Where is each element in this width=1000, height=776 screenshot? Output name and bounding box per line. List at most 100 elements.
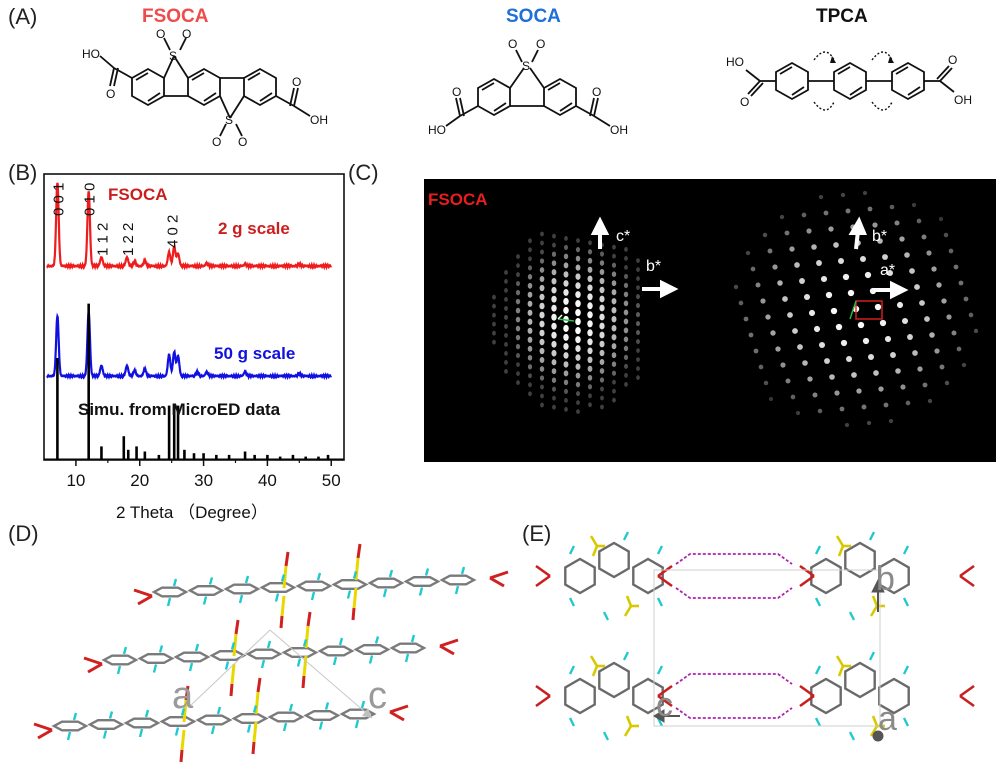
- diffraction-spot: [973, 328, 979, 334]
- diffraction-spot: [896, 301, 904, 309]
- hydrogen-bond-stub: [152, 664, 158, 673]
- atom-o: O: [948, 53, 957, 67]
- diffraction-spot: [599, 322, 605, 330]
- diffraction-spot: [847, 289, 855, 297]
- hydrogen-bond-stub: [244, 575, 250, 584]
- diffraction-spot: [840, 339, 848, 347]
- ring: [389, 642, 427, 654]
- hydrogen-bond-stub: [368, 655, 374, 664]
- diffraction-spot: [587, 257, 593, 264]
- diffraction-spot: [750, 266, 756, 272]
- diffraction-spot: [929, 332, 935, 338]
- hydrogen-bond-stub: [410, 634, 416, 643]
- diffraction-spot: [636, 375, 640, 380]
- hydrogen-bond-stub: [382, 588, 388, 598]
- diffraction-spot: [599, 368, 605, 374]
- diffraction-spot: [539, 329, 545, 337]
- diffraction-spot: [636, 285, 640, 290]
- diffraction-spot: [611, 271, 617, 278]
- diffraction-spot: [575, 363, 581, 370]
- atom-o: O: [212, 135, 221, 149]
- diffraction-spot: [539, 366, 545, 372]
- diffraction-spot: [515, 298, 521, 305]
- diffraction-spot: [587, 302, 593, 310]
- diffraction-spot: [600, 395, 604, 401]
- soca-structure: S O O O HO O OH: [428, 37, 628, 137]
- ring: [159, 715, 197, 728]
- diffraction-spot: [539, 258, 545, 264]
- hydrogen-bond-stub: [144, 709, 150, 718]
- axis-label-c-e: c: [656, 686, 673, 724]
- hydrogen-bond-stub: [868, 531, 876, 541]
- diffraction-spot: [611, 370, 617, 376]
- diffraction-spot: [587, 266, 593, 273]
- ring: [353, 643, 391, 656]
- diffraction-spot: [540, 240, 544, 246]
- diffraction-spot: [563, 361, 569, 368]
- diffraction-spot: [767, 248, 773, 254]
- hydrogen-bond-stub: [404, 653, 410, 663]
- sulfur-bond: [180, 729, 186, 751]
- hydrogen-bond-stub: [282, 722, 288, 732]
- diffraction-spot: [890, 352, 896, 358]
- hydrogen-bond-stub: [902, 717, 910, 727]
- diffraction-spot: [540, 402, 544, 408]
- atom-o: O: [238, 135, 247, 149]
- hydrogen-bond-stub: [280, 574, 286, 582]
- diffraction-spot: [599, 358, 605, 366]
- peak-annotation: 1 1 2: [94, 223, 111, 256]
- sulfur-bond: [871, 715, 879, 727]
- diffraction-spot: [576, 238, 580, 243]
- atom-ho: HO: [726, 55, 744, 69]
- atom-o: O: [182, 27, 191, 41]
- diffraction-spot: [758, 364, 764, 370]
- diffraction-spot: [599, 349, 605, 357]
- ring: [367, 577, 405, 589]
- hydrogen-bond-stub: [66, 731, 72, 741]
- diffraction-spot: [806, 228, 812, 234]
- carboxyl-bond: [439, 644, 455, 656]
- diffraction-spot: [551, 304, 557, 312]
- diffraction-spot: [528, 247, 532, 253]
- diffraction-spot: [801, 212, 807, 218]
- diffraction-spot: [587, 329, 593, 337]
- diffraction-spot: [563, 288, 569, 296]
- ring: [598, 661, 630, 699]
- sulfur-bond: [302, 655, 308, 677]
- diffraction-spot: [492, 303, 496, 309]
- diffraction-spot: [856, 388, 862, 394]
- atom-s: S: [522, 59, 530, 73]
- hydrogen-bond-stub: [246, 724, 252, 733]
- diffraction-spot: [515, 325, 521, 332]
- x-tick-label: 30: [194, 471, 213, 490]
- diffraction-spot: [504, 333, 508, 338]
- diffraction-spot: [811, 244, 817, 250]
- diffraction-spot: [587, 384, 593, 390]
- diffraction-spot: [837, 257, 845, 265]
- diffraction-spot: [780, 362, 786, 368]
- ring: [339, 708, 377, 720]
- diffraction-spot: [587, 320, 593, 328]
- diffraction-spot: [599, 331, 605, 339]
- diffraction-spot: [528, 373, 532, 379]
- diffraction-spot: [797, 344, 803, 350]
- diffraction-spot: [504, 314, 508, 320]
- diffraction-spot: [877, 238, 883, 244]
- pxrd-chart: 10 20 30 40 50 0 0 1 0 1 0 1 1 2 1 2 2 4 0 2 FSOC…: [43, 173, 345, 522]
- diffraction-spot: [878, 386, 884, 392]
- hydrogen-bond-stub: [202, 596, 208, 605]
- diffraction-spot: [576, 400, 580, 405]
- diffraction-spot: [588, 393, 592, 399]
- hydrogen-bond-stub: [814, 597, 822, 607]
- hydrogen-bond-stub: [352, 571, 358, 579]
- atom-o: O: [508, 37, 517, 51]
- diffraction-spot: [563, 352, 569, 359]
- diffraction-spot: [745, 250, 751, 256]
- diffraction-spot: [825, 291, 833, 299]
- atom-ho: HO: [428, 123, 446, 137]
- carboxyl-bond: [37, 728, 53, 740]
- diffraction-spot: [611, 307, 617, 314]
- diffraction-spot: [770, 330, 776, 336]
- diffraction-spot: [864, 271, 872, 279]
- diffraction-spot: [575, 345, 581, 353]
